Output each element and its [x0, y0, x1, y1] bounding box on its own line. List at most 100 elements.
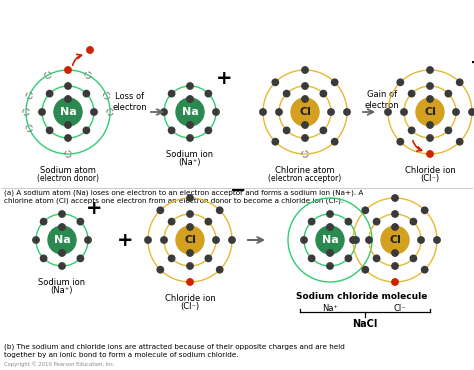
Circle shape — [409, 127, 415, 134]
Circle shape — [83, 127, 90, 134]
Text: −: − — [230, 181, 246, 199]
Text: (electron acceptor): (electron acceptor) — [268, 174, 342, 183]
Text: −: − — [470, 53, 474, 71]
Circle shape — [205, 218, 211, 225]
Circle shape — [469, 109, 474, 115]
Circle shape — [272, 79, 279, 85]
Circle shape — [283, 127, 290, 134]
Circle shape — [320, 90, 327, 97]
Circle shape — [392, 224, 398, 230]
Text: Chloride ion: Chloride ion — [164, 294, 215, 303]
Circle shape — [157, 207, 164, 213]
Circle shape — [309, 255, 315, 262]
Circle shape — [46, 90, 53, 97]
Circle shape — [392, 211, 398, 217]
Text: Sodium ion: Sodium ion — [38, 278, 86, 287]
Circle shape — [427, 135, 433, 141]
Circle shape — [187, 195, 193, 201]
Circle shape — [187, 211, 193, 217]
Circle shape — [187, 122, 193, 128]
Text: (Na⁺): (Na⁺) — [51, 286, 73, 295]
Circle shape — [392, 195, 398, 201]
Circle shape — [40, 218, 47, 225]
Circle shape — [176, 98, 204, 126]
Text: Na⁺: Na⁺ — [322, 304, 338, 313]
Circle shape — [46, 127, 53, 134]
Circle shape — [418, 237, 424, 243]
Text: (Cl⁻): (Cl⁻) — [181, 302, 200, 311]
Circle shape — [427, 151, 433, 157]
Circle shape — [410, 255, 417, 262]
Circle shape — [59, 250, 65, 256]
Text: (Cl⁻): (Cl⁻) — [420, 174, 439, 183]
Text: Cl: Cl — [184, 235, 196, 245]
Text: Sodium atom: Sodium atom — [40, 166, 96, 175]
Text: Sodium ion: Sodium ion — [166, 150, 214, 159]
Circle shape — [187, 250, 193, 256]
Text: NaCl: NaCl — [352, 319, 378, 329]
Circle shape — [327, 211, 333, 217]
Circle shape — [350, 237, 356, 243]
Circle shape — [77, 218, 83, 225]
Circle shape — [445, 90, 452, 97]
Circle shape — [54, 98, 82, 126]
Text: (b) The sodium and chloride ions are attracted because of their opposite charges: (b) The sodium and chloride ions are att… — [4, 344, 345, 357]
Circle shape — [168, 218, 175, 225]
Circle shape — [344, 109, 350, 115]
Circle shape — [39, 109, 45, 115]
Circle shape — [40, 255, 47, 262]
Circle shape — [65, 122, 71, 128]
Circle shape — [77, 255, 83, 262]
Circle shape — [260, 109, 266, 115]
Circle shape — [456, 138, 463, 145]
Circle shape — [187, 224, 193, 230]
Circle shape — [87, 47, 93, 53]
Circle shape — [83, 90, 90, 97]
Circle shape — [302, 83, 308, 89]
Circle shape — [345, 255, 352, 262]
Circle shape — [327, 250, 333, 256]
Circle shape — [381, 226, 409, 254]
Circle shape — [392, 263, 398, 269]
Circle shape — [397, 79, 403, 85]
Circle shape — [283, 90, 290, 97]
Circle shape — [327, 263, 333, 269]
Circle shape — [397, 138, 403, 145]
Circle shape — [445, 127, 452, 134]
Circle shape — [145, 237, 151, 243]
Circle shape — [213, 109, 219, 115]
Circle shape — [85, 237, 91, 243]
Circle shape — [65, 67, 71, 73]
Circle shape — [374, 218, 380, 225]
Circle shape — [410, 218, 417, 225]
Circle shape — [59, 263, 65, 269]
Text: Sodium chloride molecule: Sodium chloride molecule — [296, 292, 428, 301]
Circle shape — [316, 226, 344, 254]
Circle shape — [421, 207, 428, 213]
Circle shape — [48, 226, 76, 254]
Circle shape — [302, 135, 308, 141]
Circle shape — [65, 83, 71, 89]
Circle shape — [161, 109, 167, 115]
Circle shape — [187, 263, 193, 269]
Circle shape — [157, 266, 164, 273]
Circle shape — [327, 224, 333, 230]
Text: Cl: Cl — [389, 235, 401, 245]
Circle shape — [161, 237, 167, 243]
Circle shape — [374, 255, 380, 262]
Circle shape — [328, 109, 334, 115]
Circle shape — [320, 127, 327, 134]
Circle shape — [187, 96, 193, 102]
Text: Cl⁻: Cl⁻ — [394, 304, 406, 313]
Circle shape — [453, 109, 459, 115]
Circle shape — [427, 122, 433, 128]
Circle shape — [362, 266, 368, 273]
Text: Na: Na — [322, 235, 338, 245]
Circle shape — [205, 90, 211, 97]
Circle shape — [385, 109, 391, 115]
Circle shape — [309, 218, 315, 225]
Text: Cl: Cl — [299, 107, 311, 117]
Circle shape — [33, 237, 39, 243]
Circle shape — [427, 96, 433, 102]
Text: +: + — [86, 198, 102, 218]
